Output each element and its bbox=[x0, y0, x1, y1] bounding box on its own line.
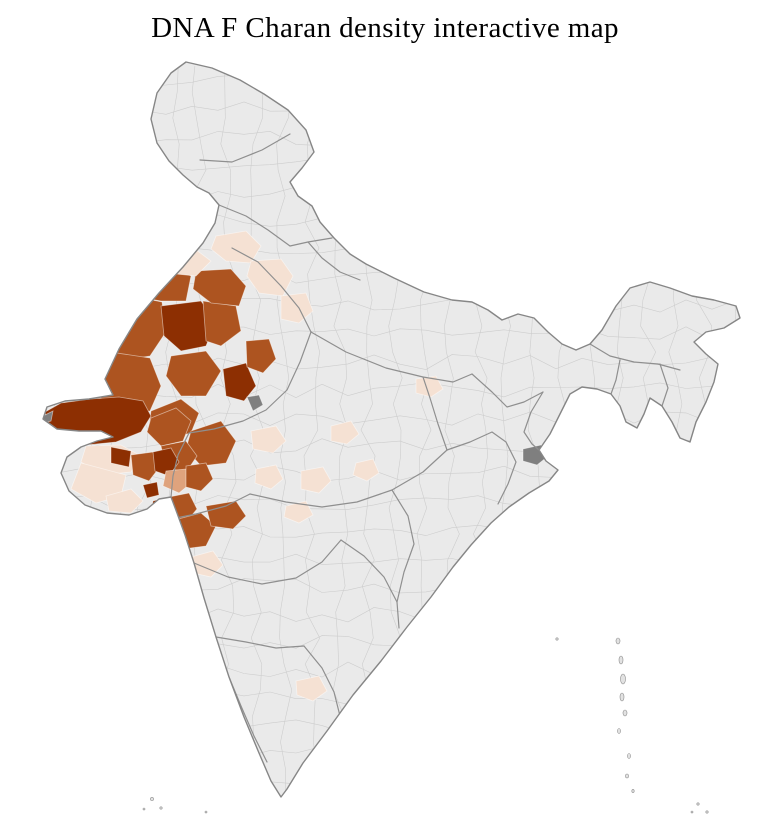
district-r38[interactable] bbox=[415, 375, 444, 398]
district-boundary-line bbox=[639, 65, 657, 795]
state-boundaries bbox=[165, 133, 681, 763]
district-boundary-line bbox=[43, 157, 739, 175]
district-r4[interactable] bbox=[160, 300, 217, 352]
district-r25[interactable] bbox=[130, 451, 160, 482]
district-r20[interactable] bbox=[146, 407, 192, 447]
district-r7[interactable] bbox=[165, 350, 222, 397]
district-boundary-line bbox=[43, 186, 739, 203]
district-r37a[interactable] bbox=[250, 425, 287, 454]
district-r34[interactable] bbox=[205, 500, 247, 530]
island-dot bbox=[625, 773, 629, 779]
district-g3-no-data[interactable] bbox=[246, 394, 264, 412]
island-chain bbox=[142, 637, 709, 814]
district-r31[interactable] bbox=[150, 496, 174, 524]
district-boundary-line bbox=[43, 661, 739, 678]
island-dot bbox=[696, 802, 700, 806]
district-r40[interactable] bbox=[295, 675, 328, 702]
district-boundary-line bbox=[43, 718, 739, 735]
district-boundary-line bbox=[43, 774, 739, 790]
district-boundary-line bbox=[43, 689, 739, 707]
island-dot bbox=[150, 797, 154, 801]
district-r6[interactable] bbox=[192, 268, 247, 307]
district-boundary-line bbox=[724, 65, 740, 795]
island-dot bbox=[159, 806, 163, 810]
island-dot bbox=[555, 637, 559, 641]
island-dot bbox=[622, 709, 628, 717]
district-r24[interactable] bbox=[110, 446, 132, 468]
island-dot bbox=[615, 637, 621, 645]
district-r30[interactable] bbox=[142, 481, 160, 499]
district-r43[interactable] bbox=[254, 464, 284, 490]
island-dot bbox=[617, 728, 621, 734]
district-r37d[interactable] bbox=[283, 500, 314, 524]
island-dot bbox=[620, 673, 626, 685]
district-r39[interactable] bbox=[352, 458, 380, 482]
island-dot bbox=[619, 692, 625, 702]
district-boundary-line bbox=[43, 74, 739, 91]
district-r36[interactable] bbox=[157, 540, 179, 564]
district-boundary-line bbox=[43, 130, 739, 147]
district-r8[interactable] bbox=[222, 362, 257, 402]
district-boundary-line bbox=[276, 65, 293, 795]
district-boundary-line bbox=[556, 65, 573, 795]
island-dot bbox=[631, 789, 635, 793]
district-r16[interactable] bbox=[280, 292, 314, 324]
island-dot bbox=[690, 810, 694, 814]
district-boundary-line bbox=[584, 65, 600, 795]
district-r27[interactable] bbox=[162, 468, 192, 494]
island-dot bbox=[204, 810, 208, 814]
island-dot bbox=[618, 655, 624, 665]
district-r26[interactable] bbox=[152, 447, 180, 477]
district-r17[interactable] bbox=[245, 338, 277, 374]
district-boundary-line bbox=[695, 65, 713, 795]
island-dot bbox=[142, 807, 146, 811]
page-title: DNA F Charan density interactive map bbox=[151, 12, 619, 44]
district-boundary-line bbox=[43, 746, 739, 762]
district-r37c[interactable] bbox=[330, 420, 360, 445]
island-dot bbox=[705, 810, 709, 814]
island-dot bbox=[627, 753, 631, 759]
coastline-outline bbox=[42, 61, 741, 798]
district-r28[interactable] bbox=[185, 462, 214, 492]
district-boundary-line bbox=[43, 101, 739, 118]
district-r35[interactable] bbox=[157, 526, 173, 547]
district-boundary-line bbox=[43, 242, 739, 257]
district-r37b[interactable] bbox=[300, 466, 332, 494]
district-r29[interactable] bbox=[105, 488, 144, 514]
district-boundary-line bbox=[612, 65, 628, 795]
district-boundary-line bbox=[43, 213, 739, 230]
